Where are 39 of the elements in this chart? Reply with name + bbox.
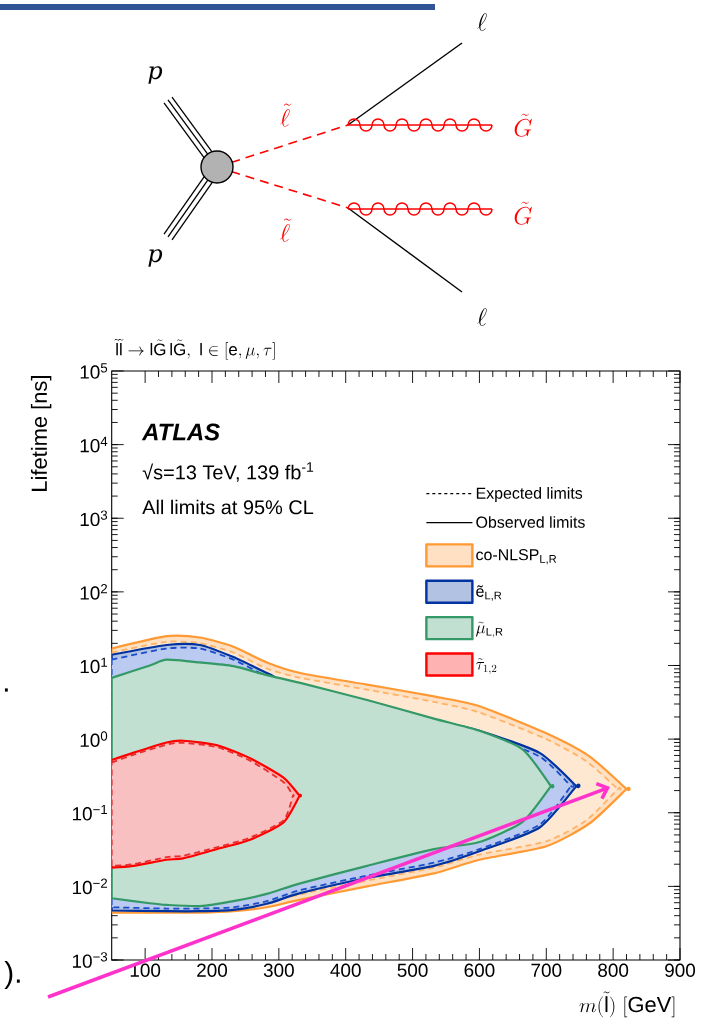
x-tick-label: 400: [330, 963, 361, 977]
y-axis-title: Lifetime [ns]: [30, 376, 52, 491]
x-axis-title: $m(\tilde{\mathrm{l}})\ [\mathrm{GeV}]$: [579, 991, 675, 1018]
legend-label: $\tilde{\tau}_{1,2}$: [476, 658, 497, 675]
text: $\tilde{\ell}$: [280, 218, 292, 242]
annotation: Observed limits: [476, 516, 585, 528]
x-tick-label: 800: [598, 963, 629, 977]
annotation: All limits at 95% CL: [142, 499, 314, 515]
y-tick-label: 10$^{1}$: [80, 657, 108, 674]
legend-label: ẽ$_{L,R}$: [476, 585, 502, 601]
x-tick-label: 500: [397, 963, 428, 977]
y-tick-label: 10$^{4}$: [80, 436, 108, 453]
annotation: ATLAS: [141, 423, 220, 441]
chart-title: $\tilde{\mathrm{l}}\tilde{\mathrm{l}}\rightarrow \mathrm{l}\tilde{\mathrm{G}}\,\mathrm{l}\tilde{\mathrm{G}},\ \mathrm{l}\in[\mathrm{e},\mu,\tau]$: [114, 339, 275, 360]
x-tick-label: 200: [197, 963, 228, 977]
y-tick-label: 10$^{−3}$: [72, 952, 108, 968]
y-tick-label: 10$^{3}$: [80, 510, 108, 527]
y-tick-label: 10$^{2}$: [80, 584, 108, 600]
text: $\tilde{\ell}$: [280, 103, 292, 127]
text: $\tilde{G}$: [514, 113, 532, 137]
y-tick-label: 10$^{5}$: [80, 363, 108, 379]
legend-label: $\tilde{\mu}_{\mathrm{L,R}}$: [476, 621, 503, 638]
y-tick-label: 10$^{−2}$: [72, 878, 108, 895]
x-tick-label: 700: [531, 963, 562, 977]
text: $\tilde{G}$: [514, 201, 532, 225]
text: ).: [4, 961, 20, 989]
text: $\ell$: [477, 308, 487, 326]
legend-label: co-NLSP$_{L,R}$: [476, 549, 557, 565]
annotation: Expected limits: [476, 487, 583, 502]
text: p: [148, 249, 163, 267]
text: $\ell$: [477, 13, 487, 31]
text: .: [4, 688, 8, 692]
annotation: √s=13 TeV, 139 fb$^{-1}$: [142, 462, 314, 482]
text: p: [148, 66, 163, 84]
y-tick-label: 10$^{0}$: [80, 731, 108, 747]
x-tick-label: 300: [263, 963, 294, 977]
x-tick-label: 900: [665, 963, 696, 977]
x-tick-label: 600: [464, 963, 495, 977]
y-tick-label: 10$^{−1}$: [72, 804, 108, 821]
